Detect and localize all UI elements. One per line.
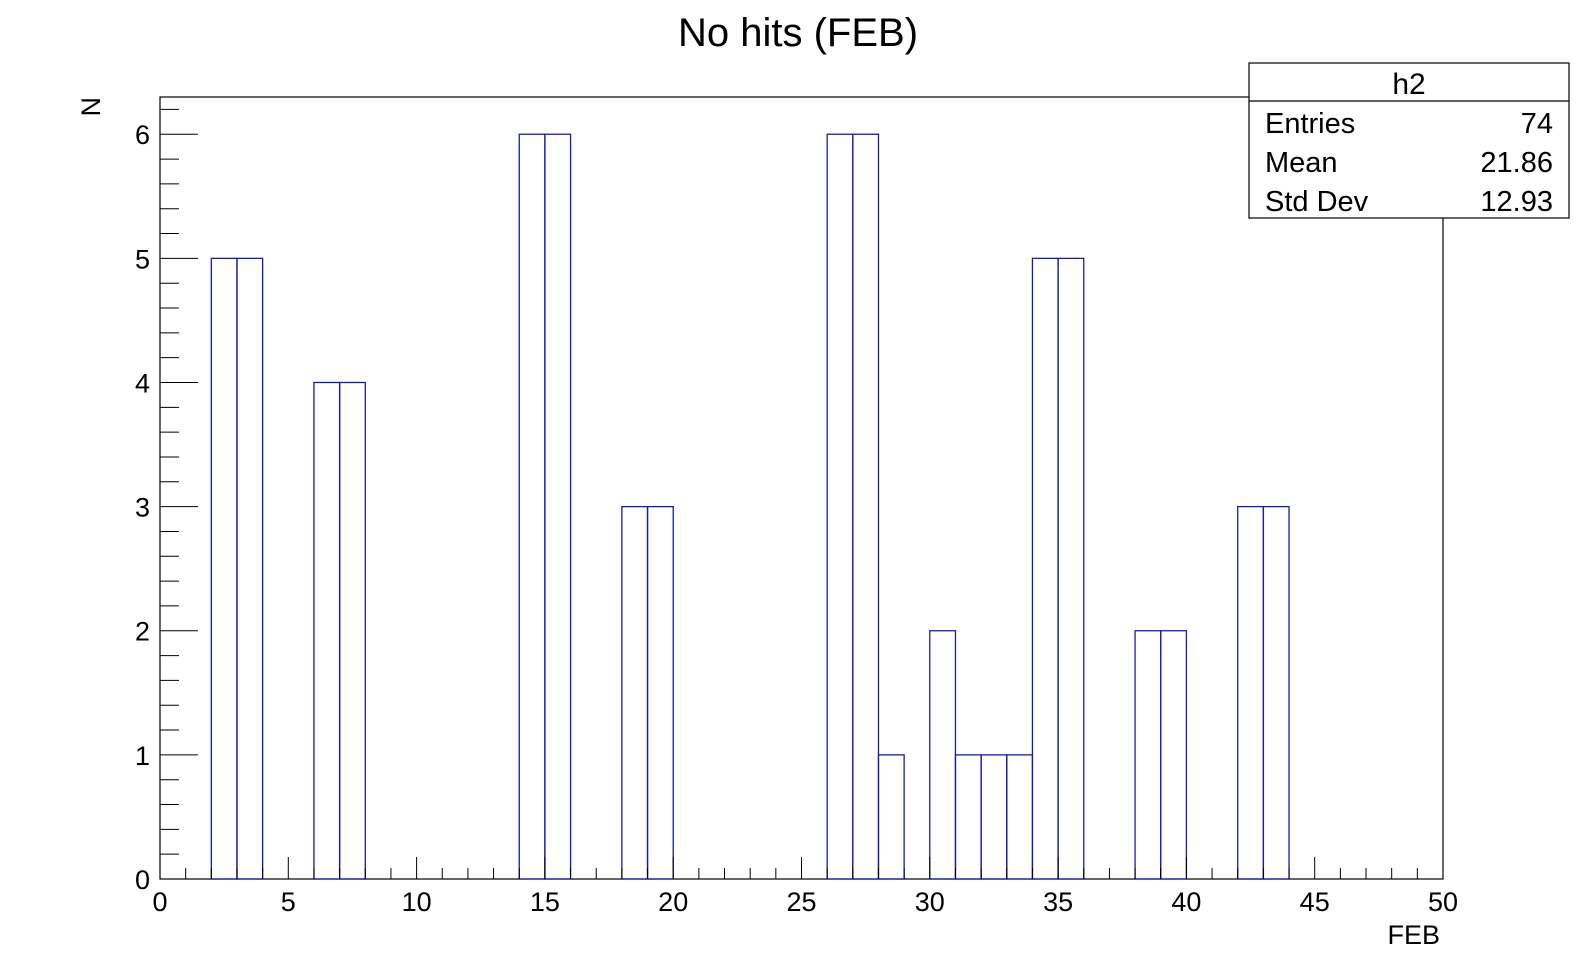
- x-tick-label: 10: [402, 887, 432, 917]
- x-tick-label: 45: [1300, 887, 1330, 917]
- histogram-bin: [1006, 754, 1034, 880]
- x-tick-label: 15: [530, 887, 560, 917]
- histogram-bin: [518, 133, 546, 880]
- x-axis-label: FEB: [1387, 920, 1440, 950]
- histogram-bin: [544, 133, 572, 880]
- y-tick-label: 3: [135, 493, 150, 523]
- histogram-bin: [236, 257, 264, 880]
- x-tick-label: 35: [1043, 887, 1073, 917]
- histogram-bin: [621, 505, 649, 880]
- x-tick-label: 50: [1428, 887, 1458, 917]
- stats-box-frame: [1248, 62, 1570, 219]
- histogram-bin: [1237, 505, 1265, 880]
- histogram-bin: [980, 754, 1008, 880]
- x-tick-label: 25: [786, 887, 816, 917]
- stats-box: h2 Entries 74 Mean 21.86 Std Dev 12.93: [1248, 62, 1570, 219]
- x-tick-label: 5: [281, 887, 296, 917]
- histogram-bin: [646, 505, 674, 880]
- y-tick-label: 5: [135, 244, 150, 274]
- chart-title: No hits (FEB): [678, 11, 918, 55]
- stats-box-title: h2: [1392, 68, 1425, 101]
- histogram-bin: [954, 754, 982, 880]
- histogram-bin: [1057, 257, 1085, 880]
- y-tick-label: 0: [135, 865, 150, 895]
- stats-row-label: Mean: [1265, 147, 1338, 179]
- y-tick-label: 2: [135, 617, 150, 647]
- y-axis-label: N: [76, 97, 106, 117]
- stats-row-label: Std Dev: [1265, 186, 1369, 218]
- stats-row-label: Entries: [1265, 108, 1355, 140]
- histogram-bin: [852, 133, 880, 880]
- x-axis: 0 5 10 15 20 25 30 35 40 45 50: [152, 857, 1458, 917]
- stats-box-rows: Entries 74 Mean 21.86 Std Dev 12.93: [1265, 108, 1553, 218]
- y-tick-label: 6: [135, 120, 150, 150]
- histogram-bin: [826, 133, 854, 880]
- x-tick-label: 40: [1171, 887, 1201, 917]
- histogram-bin: [1160, 630, 1188, 880]
- histogram-bin: [877, 754, 905, 880]
- x-tick-label: 20: [658, 887, 688, 917]
- histogram-bin: [210, 257, 238, 880]
- stats-row-value: 21.86: [1480, 147, 1553, 179]
- x-tick-label: 0: [152, 887, 167, 917]
- y-axis: 0 1 2 3 4 5 6: [135, 108, 198, 895]
- x-tick-label: 30: [915, 887, 945, 917]
- y-tick-label: 1: [135, 741, 150, 771]
- histogram-bin: [1031, 257, 1059, 880]
- stats-row-value: 12.93: [1480, 186, 1553, 218]
- histogram-bin: [1262, 505, 1290, 880]
- histogram-bin: [1134, 630, 1162, 880]
- y-tick-label: 4: [135, 368, 150, 398]
- histogram-bin: [338, 381, 366, 880]
- stats-row-value: 74: [1521, 108, 1553, 140]
- histogram-bin: [929, 630, 957, 880]
- histogram-bins: [210, 133, 1290, 880]
- histogram-bin: [313, 381, 341, 880]
